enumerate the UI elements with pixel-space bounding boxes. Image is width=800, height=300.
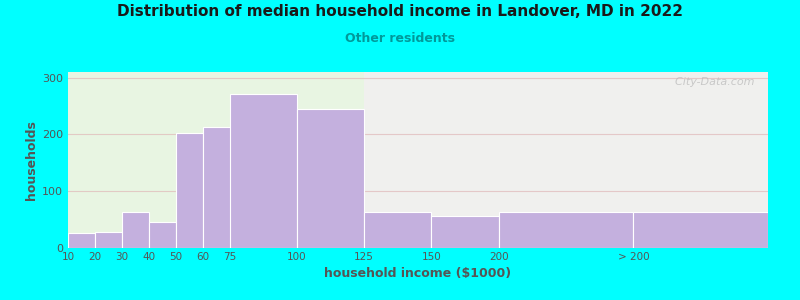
Bar [95,232,122,247]
Bar [431,216,498,247]
Bar [297,109,364,248]
Bar [230,94,297,247]
Bar [364,72,768,248]
Text: Other residents: Other residents [345,32,455,44]
Bar [202,127,243,248]
Bar [176,133,202,248]
Text: City-Data.com: City-Data.com [667,77,754,87]
X-axis label: household income ($1000): household income ($1000) [325,266,511,280]
Bar [364,212,431,247]
Bar [68,72,364,248]
Y-axis label: households: households [25,120,38,200]
Bar [149,222,176,248]
Bar [122,212,149,247]
Bar [68,233,95,248]
Text: Distribution of median household income in Landover, MD in 2022: Distribution of median household income … [117,4,683,20]
Bar [634,212,768,247]
Bar [498,212,634,247]
